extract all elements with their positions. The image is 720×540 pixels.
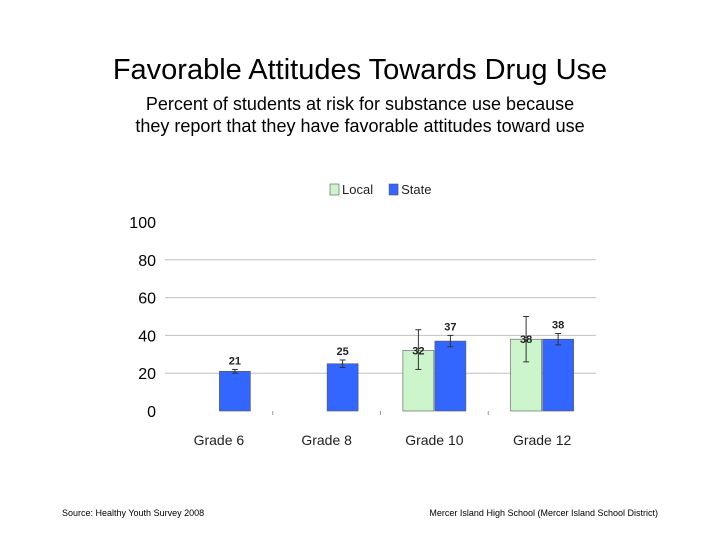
y-tick-label: 0 — [147, 404, 156, 421]
source-note: Source: Healthy Youth Survey 2008 — [62, 508, 205, 518]
y-tick-label: 80 — [138, 253, 156, 270]
y-tick-label: 40 — [138, 328, 156, 345]
legend-swatch-state — [388, 183, 399, 196]
subtitle-line-1: Percent of students at risk for substanc… — [145, 94, 575, 114]
x-tick-label: Grade 12 — [513, 432, 572, 448]
y-tick-label: 100 — [129, 215, 156, 232]
bar-state — [219, 371, 251, 412]
y-tick-label: 20 — [138, 366, 156, 383]
bar-state — [326, 363, 359, 412]
slide-title: Favorable Attitudes Towards Drug Use — [112, 54, 608, 86]
legend-label: Local — [342, 182, 373, 197]
x-tick-label: Grade 8 — [301, 432, 352, 448]
x-tick-label: Grade 6 — [194, 432, 245, 448]
data-label: 25 — [337, 346, 349, 358]
data-label: 38 — [520, 334, 532, 346]
data-label: 32 — [412, 346, 424, 358]
y-tick-label: 60 — [138, 291, 156, 308]
institution-note: Mercer Island High School (Mercer Island… — [429, 508, 658, 518]
x-tick-label: Grade 10 — [405, 432, 464, 448]
data-label: 21 — [229, 355, 241, 367]
legend-swatch-local — [329, 183, 340, 196]
legend-label: State — [401, 182, 431, 197]
bar-state — [434, 340, 467, 412]
slide-subtitle: Percent of students at risk for substanc… — [0, 93, 720, 137]
data-label: 37 — [444, 321, 456, 333]
bar-state — [542, 338, 574, 412]
subtitle-line-2: they report that they have favorable att… — [135, 116, 585, 136]
data-label: 38 — [552, 320, 564, 332]
